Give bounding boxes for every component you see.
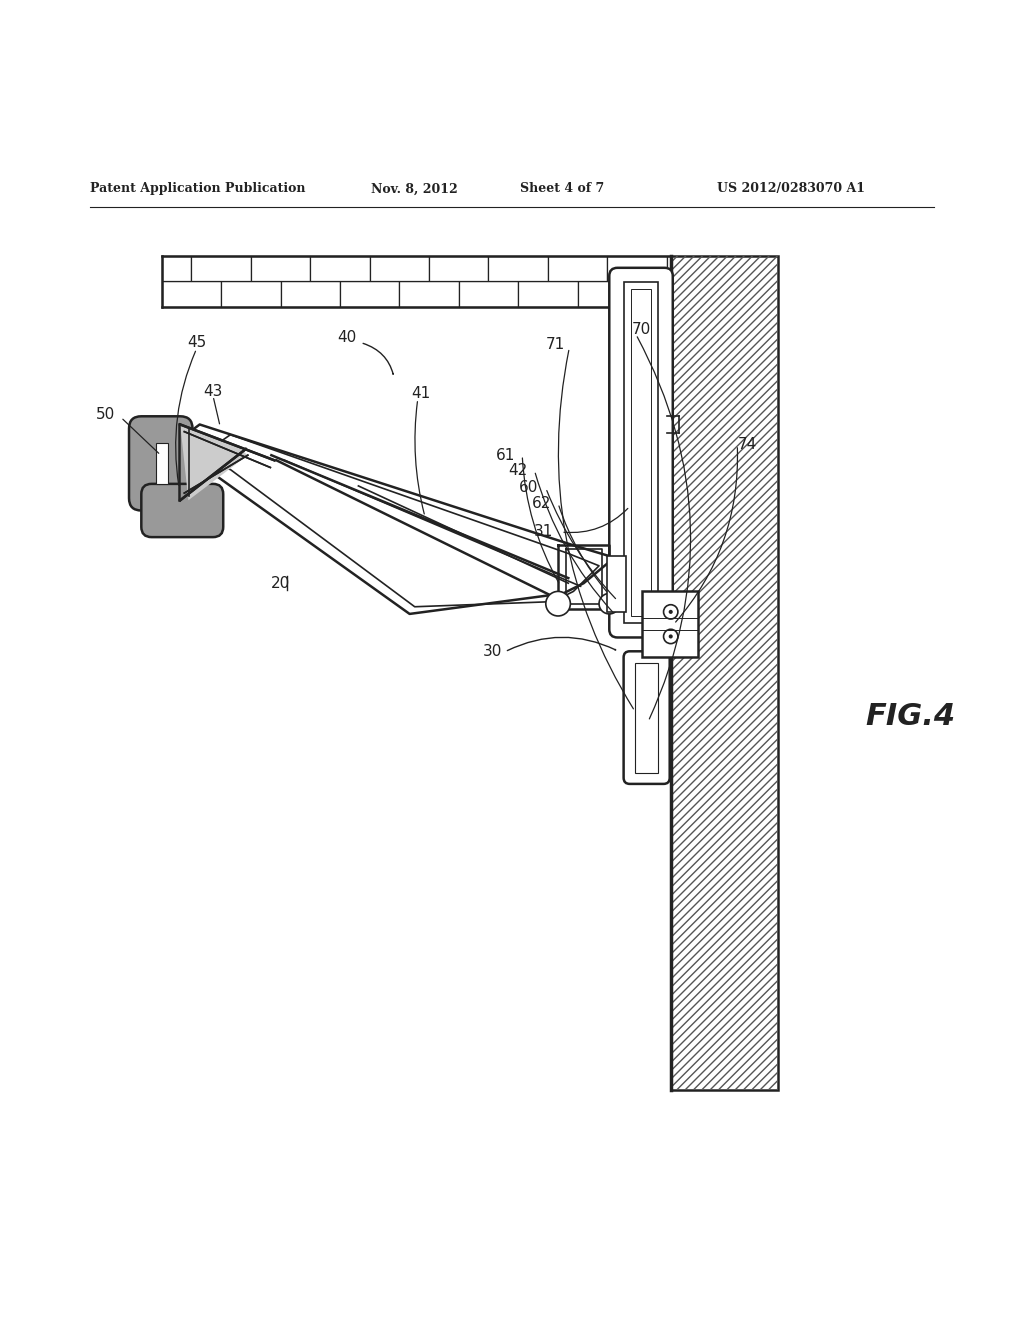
FancyBboxPatch shape (141, 484, 223, 537)
Bar (162, 256, 671, 306)
Bar (488, 256, 548, 281)
Bar (607, 256, 667, 281)
Bar (624, 282, 658, 623)
FancyArrowPatch shape (507, 638, 615, 651)
Text: 43: 43 (203, 384, 222, 399)
Text: Nov. 8, 2012: Nov. 8, 2012 (371, 182, 458, 195)
Bar (156, 444, 168, 484)
Text: 62: 62 (531, 496, 551, 511)
Bar (667, 256, 671, 281)
FancyBboxPatch shape (609, 268, 673, 638)
Text: 70: 70 (632, 322, 651, 337)
Text: 20: 20 (271, 576, 291, 591)
Text: 61: 61 (496, 447, 515, 463)
Text: US 2012/0283070 A1: US 2012/0283070 A1 (717, 182, 865, 195)
Circle shape (664, 605, 678, 619)
Bar (459, 281, 518, 306)
Circle shape (664, 630, 678, 644)
Text: FIG.4: FIG.4 (865, 702, 955, 731)
Bar (281, 281, 340, 306)
Bar (637, 281, 671, 306)
Text: 42: 42 (508, 463, 527, 478)
Text: 40: 40 (337, 330, 356, 345)
FancyBboxPatch shape (624, 651, 670, 784)
Text: 71: 71 (546, 337, 565, 352)
Text: Patent Application Publication: Patent Application Publication (90, 182, 305, 195)
Circle shape (669, 635, 673, 639)
Text: 41: 41 (412, 387, 431, 401)
FancyBboxPatch shape (129, 416, 193, 511)
Bar (340, 281, 399, 306)
Text: 74: 74 (737, 437, 757, 453)
Circle shape (599, 594, 620, 614)
Text: 60: 60 (519, 480, 539, 495)
FancyArrowPatch shape (364, 343, 393, 374)
Bar (578, 281, 637, 306)
Text: 45: 45 (187, 335, 206, 350)
Text: 31: 31 (534, 524, 553, 540)
Bar (310, 256, 370, 281)
Bar (671, 256, 778, 1090)
Bar (607, 556, 626, 612)
Text: 30: 30 (482, 644, 502, 659)
Bar (518, 281, 578, 306)
Text: Sheet 4 of 7: Sheet 4 of 7 (520, 182, 604, 195)
Bar (631, 289, 651, 616)
Bar (429, 256, 488, 281)
Bar (548, 256, 607, 281)
Bar (671, 256, 778, 1090)
Bar (642, 591, 698, 657)
Bar (370, 256, 429, 281)
Bar (191, 256, 251, 281)
Bar (221, 281, 281, 306)
Bar (251, 256, 310, 281)
Bar (635, 663, 658, 772)
Text: 50: 50 (95, 407, 115, 422)
Bar (162, 281, 221, 306)
Circle shape (669, 610, 673, 614)
Bar (162, 256, 191, 281)
Circle shape (546, 591, 570, 616)
Bar (399, 281, 459, 306)
Polygon shape (180, 425, 248, 500)
